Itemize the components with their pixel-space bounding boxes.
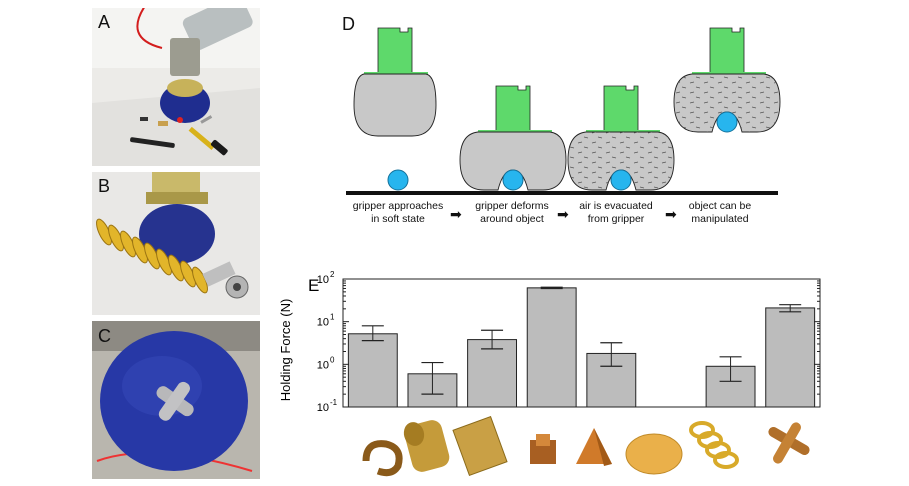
ground-line [346, 191, 778, 195]
gripper-stage-2 [459, 85, 567, 191]
photo-c-gripper-bottom-view [92, 321, 260, 479]
step-2-line-1: gripper deforms [475, 200, 549, 212]
chart-panel-label: E [308, 276, 319, 295]
y-tick-exponent: 1 [330, 313, 335, 322]
y-tick-label: 10 [317, 317, 329, 329]
object-ball-1 [387, 169, 409, 191]
y-tick-label: 10 [317, 274, 329, 286]
step-caption-1: gripper approaches in soft state [338, 200, 458, 226]
bar [586, 352, 637, 408]
photo-panel-a [92, 8, 260, 166]
y-tick-exponent: 0 [330, 355, 335, 364]
plot-frame [342, 278, 821, 408]
gripper-stage-3 [567, 85, 675, 191]
object-ball-2 [502, 169, 524, 191]
step-1-line-2: in soft state [371, 213, 425, 225]
gripper-stage-1 [353, 27, 437, 137]
bar [765, 307, 816, 408]
step-4-line-2: manipulated [691, 213, 749, 225]
y-tick-label: 10 [317, 402, 329, 414]
step-2-line-2: around object [480, 213, 544, 225]
panel-label-a: A [98, 12, 111, 32]
cube-object-icon [530, 434, 556, 464]
photo-panel-b [92, 172, 260, 315]
panel-label-b: B [98, 176, 111, 196]
y-tick-exponent: -1 [330, 398, 338, 407]
step-arrow-icon-3: ➡ [665, 206, 677, 222]
step-caption-2: gripper deforms around object [452, 200, 572, 226]
disc-object-icon [625, 433, 683, 475]
object-ball-4 [716, 111, 738, 133]
step-4-line-1: object can be [688, 200, 752, 212]
object-ball-3 [610, 169, 632, 191]
bar [467, 339, 518, 408]
photo-panel-c [92, 321, 260, 479]
step-caption-3: air is evacuated from gripper [556, 200, 676, 226]
step-1-line-1: gripper approaches [352, 200, 444, 212]
coil-object-icon [362, 440, 403, 477]
gripper-process-diagram [346, 27, 781, 195]
pyramid-object-icon [576, 428, 612, 466]
cylinder-object-icon [403, 420, 450, 472]
object-icon-row [362, 416, 810, 477]
bar [347, 333, 398, 408]
step-arrow-icon-2: ➡ [557, 206, 569, 222]
step-3-line-2: from gripper [587, 213, 645, 225]
panel-label-c: C [98, 326, 111, 346]
block-object-icon [452, 416, 508, 477]
photo-b-gripper-with-spring [92, 172, 260, 315]
y-tick-exponent: 2 [330, 270, 335, 279]
photo-a-gripper-with-objects [92, 8, 260, 166]
bar [526, 287, 577, 408]
panel-label-d: D [342, 14, 355, 34]
spring-object-icon [689, 421, 739, 469]
step-3-line-1: air is evacuated [579, 200, 653, 212]
y-axis-label: Holding Force (N) [278, 299, 293, 402]
gripper-stage-4 [673, 27, 781, 133]
cross-object-icon [768, 422, 810, 464]
step-arrow-icon-1: ➡ [450, 206, 462, 222]
step-caption-4: object can be manipulated [660, 200, 780, 226]
y-tick-label: 10 [317, 359, 329, 371]
